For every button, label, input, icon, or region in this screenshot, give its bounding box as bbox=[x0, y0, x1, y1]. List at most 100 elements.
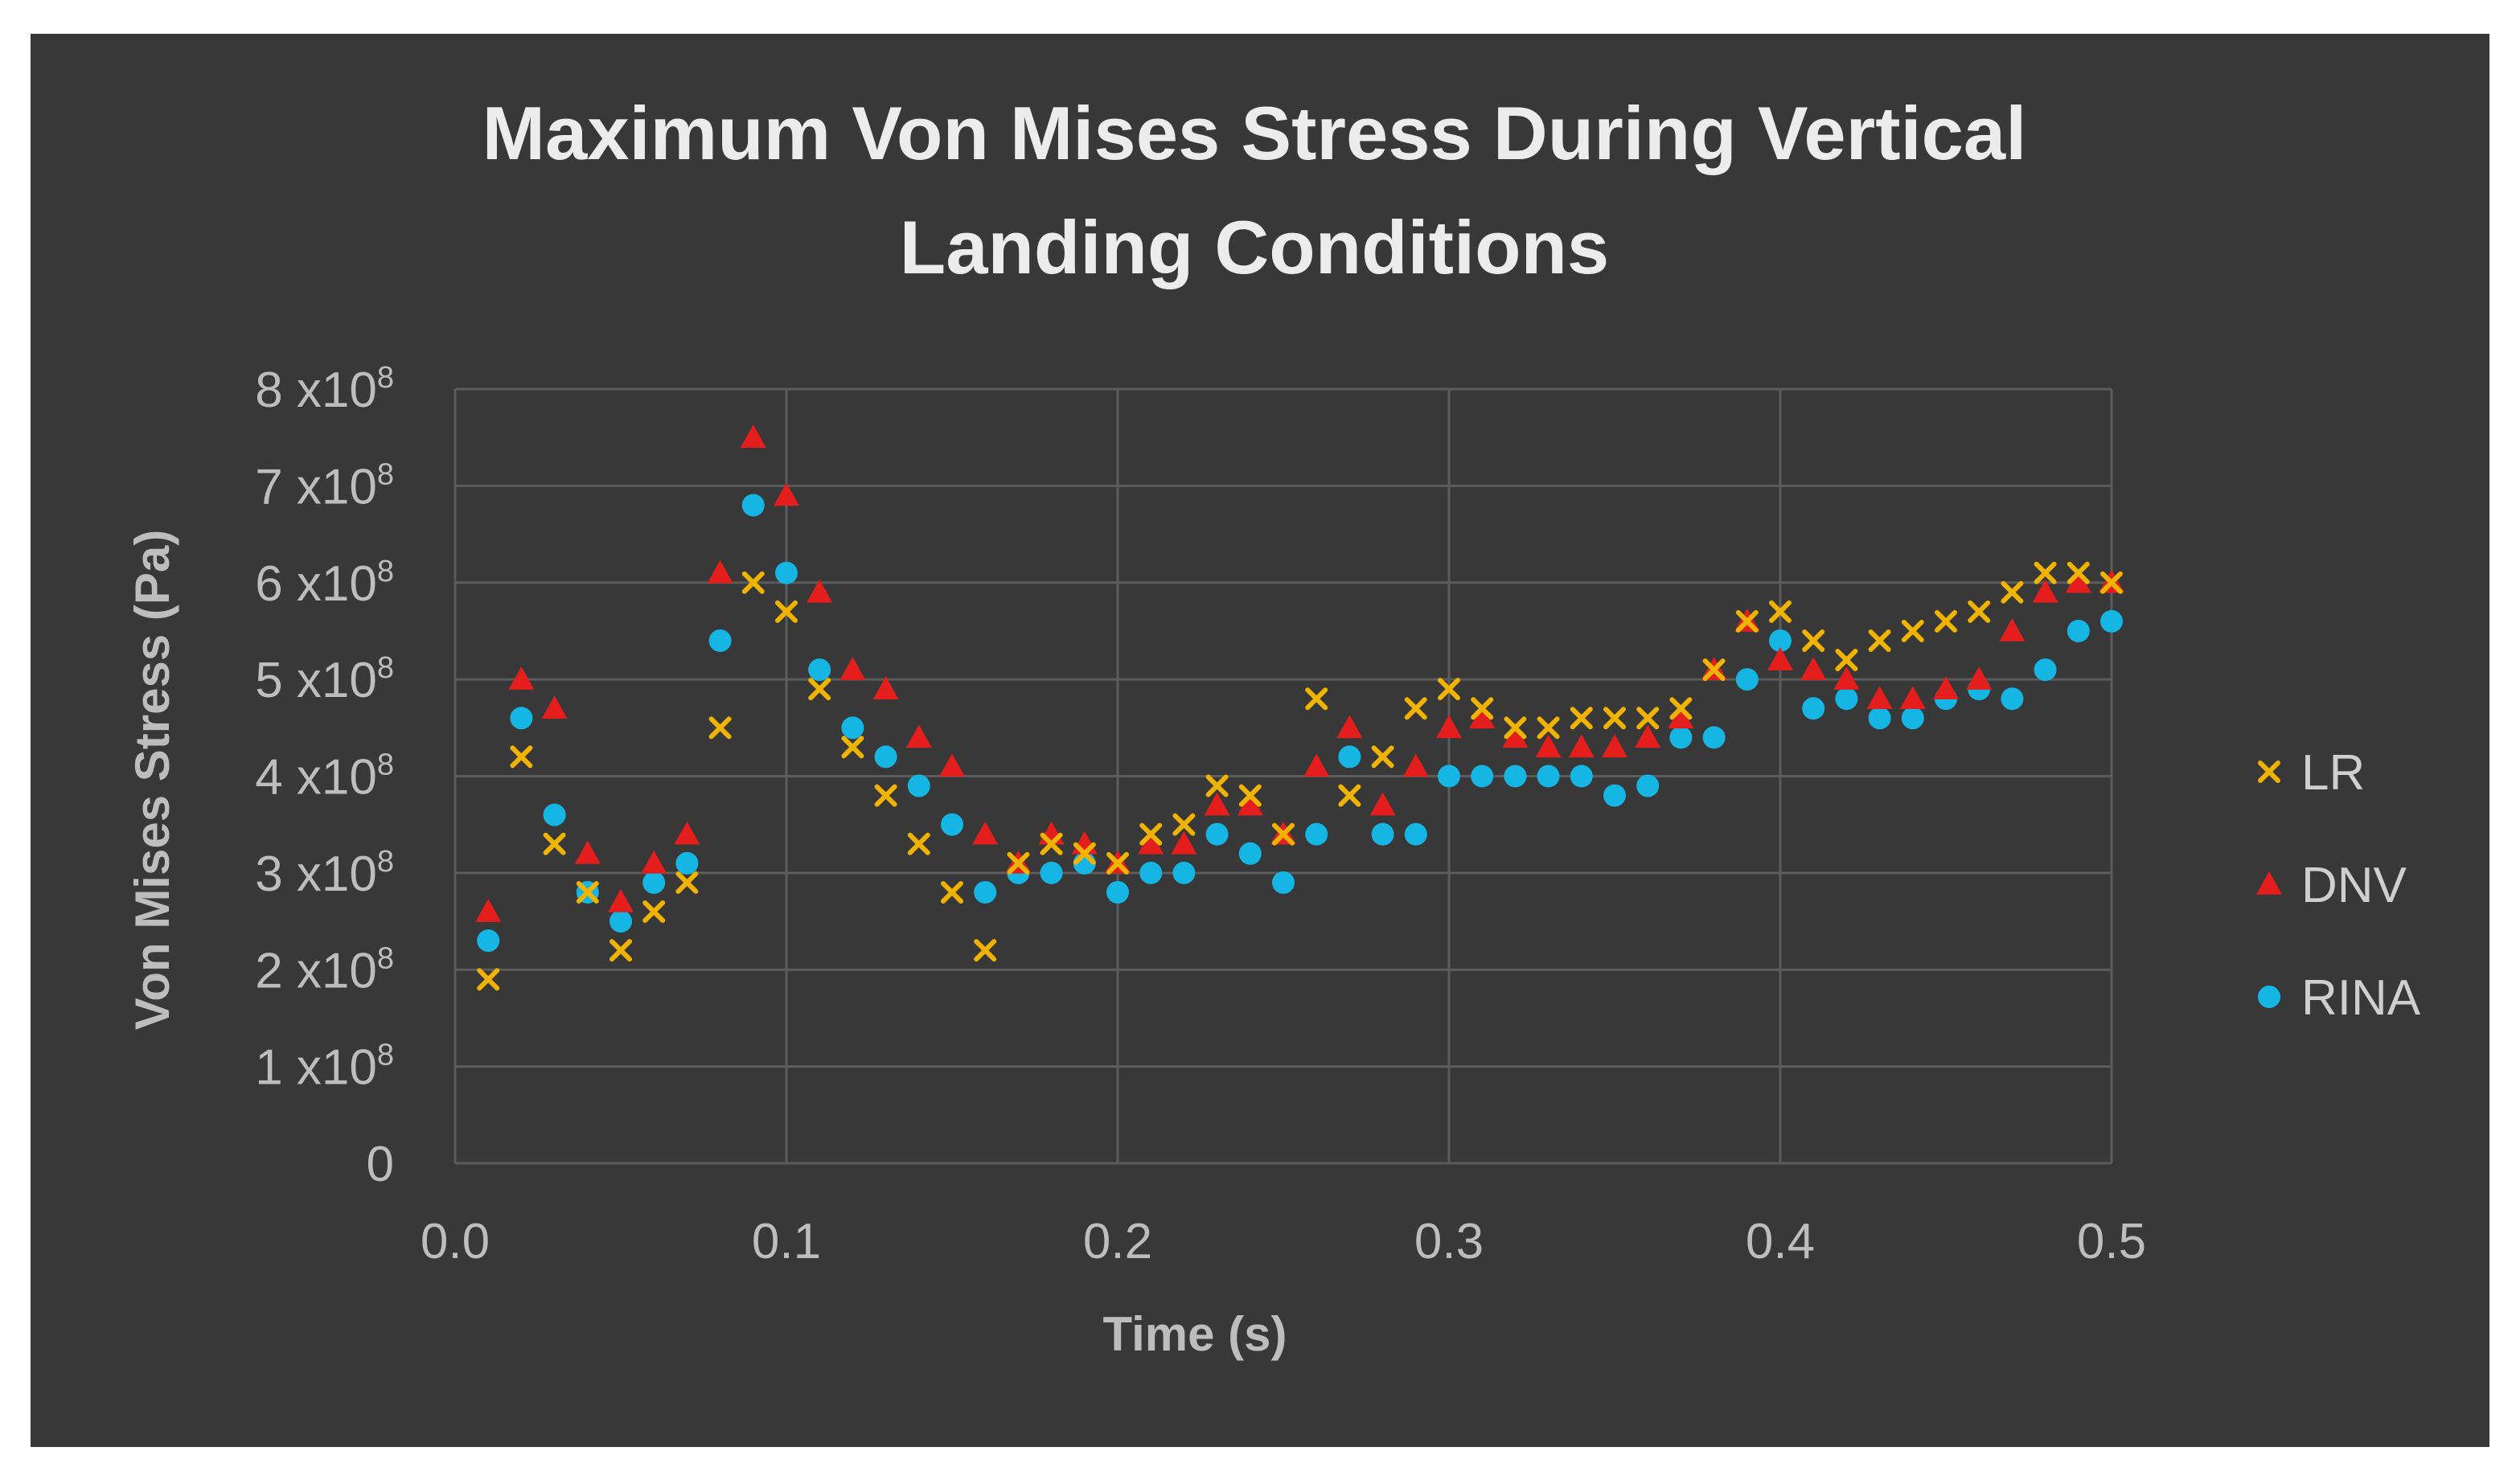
data-point bbox=[1668, 705, 1694, 729]
data-point bbox=[675, 851, 699, 875]
series-rina bbox=[477, 494, 2123, 953]
x-axis-title: Time (s) bbox=[1103, 1307, 1287, 1361]
data-point bbox=[1570, 707, 1593, 730]
data-point bbox=[708, 629, 732, 652]
data-point bbox=[642, 900, 666, 924]
data-point bbox=[1669, 726, 1693, 749]
y-tick-label: 4 x108 bbox=[255, 748, 394, 806]
data-point bbox=[974, 880, 997, 904]
data-point bbox=[1404, 697, 1427, 720]
data-point bbox=[807, 579, 833, 603]
data-point bbox=[1305, 822, 1328, 846]
data-point bbox=[1106, 851, 1129, 875]
legend-marker-lr bbox=[2258, 760, 2280, 783]
data-point bbox=[610, 910, 632, 933]
data-point bbox=[2065, 569, 2091, 593]
data-point bbox=[1404, 822, 1427, 846]
y-tick-label: 6 x108 bbox=[255, 555, 394, 612]
data-point bbox=[1172, 813, 1196, 836]
data-point bbox=[1802, 629, 1825, 652]
data-point bbox=[1603, 707, 1626, 730]
data-point bbox=[1568, 734, 1595, 758]
data-point bbox=[1436, 715, 1462, 739]
data-point bbox=[1338, 784, 1361, 807]
data-point bbox=[1371, 745, 1394, 769]
data-point bbox=[1336, 715, 1363, 739]
data-point bbox=[576, 880, 599, 904]
data-point bbox=[1669, 697, 1693, 720]
data-point bbox=[477, 929, 500, 953]
data-point bbox=[1305, 687, 1328, 711]
legend-label: DNV bbox=[2301, 858, 2407, 913]
y-axis-title: Von Mises Stress (Pa) bbox=[125, 530, 179, 1030]
data-point bbox=[608, 888, 634, 912]
legend-label: LR bbox=[2301, 745, 2365, 801]
data-point bbox=[1438, 765, 1460, 788]
data-point bbox=[1735, 668, 1759, 691]
data-point bbox=[941, 813, 963, 836]
data-point bbox=[941, 880, 963, 904]
data-point bbox=[1535, 734, 1562, 758]
x-tick-label: 0.1 bbox=[752, 1214, 821, 1269]
data-point bbox=[1238, 842, 1262, 865]
data-point bbox=[974, 939, 997, 962]
data-point bbox=[1040, 861, 1063, 884]
data-point bbox=[641, 850, 667, 874]
legend-item-rina: RINA bbox=[2258, 970, 2421, 1026]
legend-item-lr: LR bbox=[2258, 745, 2365, 801]
data-point bbox=[1835, 649, 1858, 672]
data-point bbox=[1272, 822, 1295, 846]
data-point bbox=[610, 939, 632, 962]
data-point bbox=[1702, 658, 1726, 682]
data-point bbox=[642, 871, 666, 894]
data-point bbox=[1402, 753, 1429, 777]
data-point bbox=[1899, 686, 1926, 709]
data-point bbox=[1106, 880, 1129, 904]
data-point bbox=[1171, 830, 1197, 855]
data-point bbox=[543, 803, 566, 826]
data-point bbox=[1702, 726, 1726, 749]
data-point bbox=[841, 716, 864, 740]
data-point bbox=[1504, 716, 1527, 740]
data-point bbox=[543, 832, 566, 855]
legend: LR DNV RINA bbox=[2256, 745, 2421, 1026]
data-point bbox=[775, 600, 798, 623]
legend-label: RINA bbox=[2301, 970, 2421, 1026]
data-point bbox=[907, 832, 930, 855]
y-tick-label: 3 x108 bbox=[255, 845, 394, 902]
data-point bbox=[510, 707, 533, 730]
data-point bbox=[1369, 792, 1396, 816]
x-axis-ticks: 0.0 0.1 0.2 0.3 0.4 0.5 bbox=[421, 1214, 2146, 1269]
x-tick-label: 0.0 bbox=[421, 1214, 490, 1269]
data-point bbox=[874, 784, 897, 807]
y-tick-label: 5 x108 bbox=[255, 651, 394, 708]
data-point bbox=[475, 899, 502, 922]
chart-title-line-2: Landing Conditions bbox=[900, 205, 1609, 289]
data-point bbox=[1935, 609, 1957, 633]
data-point bbox=[1570, 765, 1593, 788]
data-point bbox=[1537, 765, 1560, 788]
data-point bbox=[841, 736, 864, 759]
data-point bbox=[1537, 716, 1560, 740]
data-point bbox=[1868, 629, 1891, 652]
data-point bbox=[1901, 619, 1924, 642]
data-point bbox=[741, 571, 765, 594]
y-tick-label: 7 x108 bbox=[255, 457, 394, 514]
data-point bbox=[1040, 832, 1063, 855]
data-point bbox=[1237, 792, 1263, 816]
series-lr bbox=[477, 561, 2123, 991]
data-point bbox=[1933, 676, 1959, 699]
x-tick-label: 0.5 bbox=[2077, 1214, 2146, 1269]
data-point bbox=[1438, 678, 1460, 701]
data-point bbox=[874, 745, 897, 769]
data-point bbox=[1238, 784, 1262, 807]
data-point bbox=[1205, 774, 1229, 797]
data-point bbox=[1769, 629, 1792, 652]
data-point bbox=[741, 494, 765, 517]
data-point bbox=[2034, 561, 2057, 584]
legend-marker-rina bbox=[2258, 986, 2280, 1008]
data-point bbox=[574, 840, 601, 864]
data-point bbox=[1968, 600, 1991, 623]
y-axis-ticks: 0 1 x108 2 x108 3 x108 4 x108 5 x108 6 x108 7 x… bbox=[255, 361, 394, 1192]
